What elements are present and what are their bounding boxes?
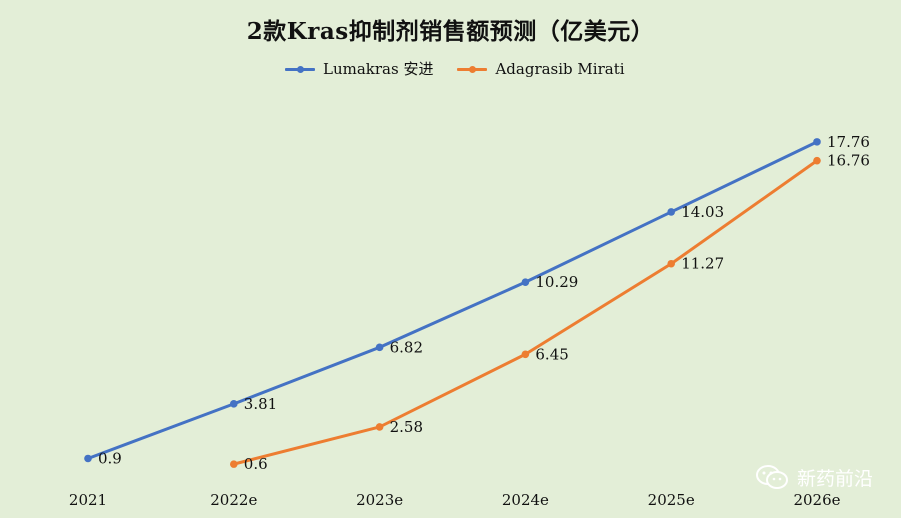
x-tick-label: 2023e — [356, 491, 403, 509]
legend-item-adagrasib: Adagrasib Mirati — [457, 59, 625, 78]
data-label-1: 2.58 — [390, 418, 423, 436]
data-point-1 — [375, 423, 384, 431]
x-tick-label: 2022e — [210, 491, 257, 509]
x-tick-label: 2024e — [502, 491, 549, 509]
data-label-0: 17.76 — [827, 133, 870, 151]
x-tick-label: 2021 — [69, 491, 107, 509]
chart-title: 2款Kras抑制剂销售额预测（亿美元） — [246, 18, 655, 45]
watermark-text: 新药前沿 — [796, 467, 873, 490]
data-point-0 — [230, 400, 238, 408]
data-label-0: 14.03 — [681, 203, 724, 221]
data-label-0: 3.81 — [244, 395, 277, 413]
legend-label-lumakras: Lumakras 安进 — [323, 60, 434, 78]
series-line-1 — [232, 159, 819, 466]
data-point-0 — [813, 138, 821, 146]
data-label-1: 6.45 — [535, 345, 568, 363]
data-point-0 — [84, 454, 92, 463]
data-point-0 — [375, 343, 384, 352]
data-point-1 — [521, 350, 530, 359]
data-point-1 — [813, 156, 821, 165]
watermark: 新药前沿 — [755, 463, 873, 491]
data-point-1 — [667, 259, 675, 268]
data-label-0: 6.82 — [390, 338, 423, 356]
data-point-1 — [230, 460, 238, 468]
data-label-1: 11.27 — [681, 255, 724, 273]
x-tick-label: 2025e — [648, 491, 695, 509]
legend-item-lumakras: Lumakras 安进 — [285, 58, 433, 79]
data-point-0 — [667, 208, 675, 216]
legend-swatch-lumakras — [285, 62, 315, 76]
wechat-icon — [755, 465, 788, 489]
x-tick-label: 2026e — [793, 491, 840, 509]
data-label-1: 16.76 — [827, 152, 870, 170]
data-label-0: 10.29 — [535, 273, 578, 291]
data-point-0 — [521, 278, 530, 286]
legend-label-adagrasib: Adagrasib Mirati — [495, 59, 625, 78]
data-label-0: 0.9 — [98, 449, 122, 467]
legend-swatch-adagrasib — [457, 62, 488, 76]
data-label-1: 0.6 — [244, 455, 268, 473]
series-line-0 — [86, 140, 819, 460]
chart-legend: Lumakras 安进 Adagrasib Mirati — [285, 58, 625, 79]
